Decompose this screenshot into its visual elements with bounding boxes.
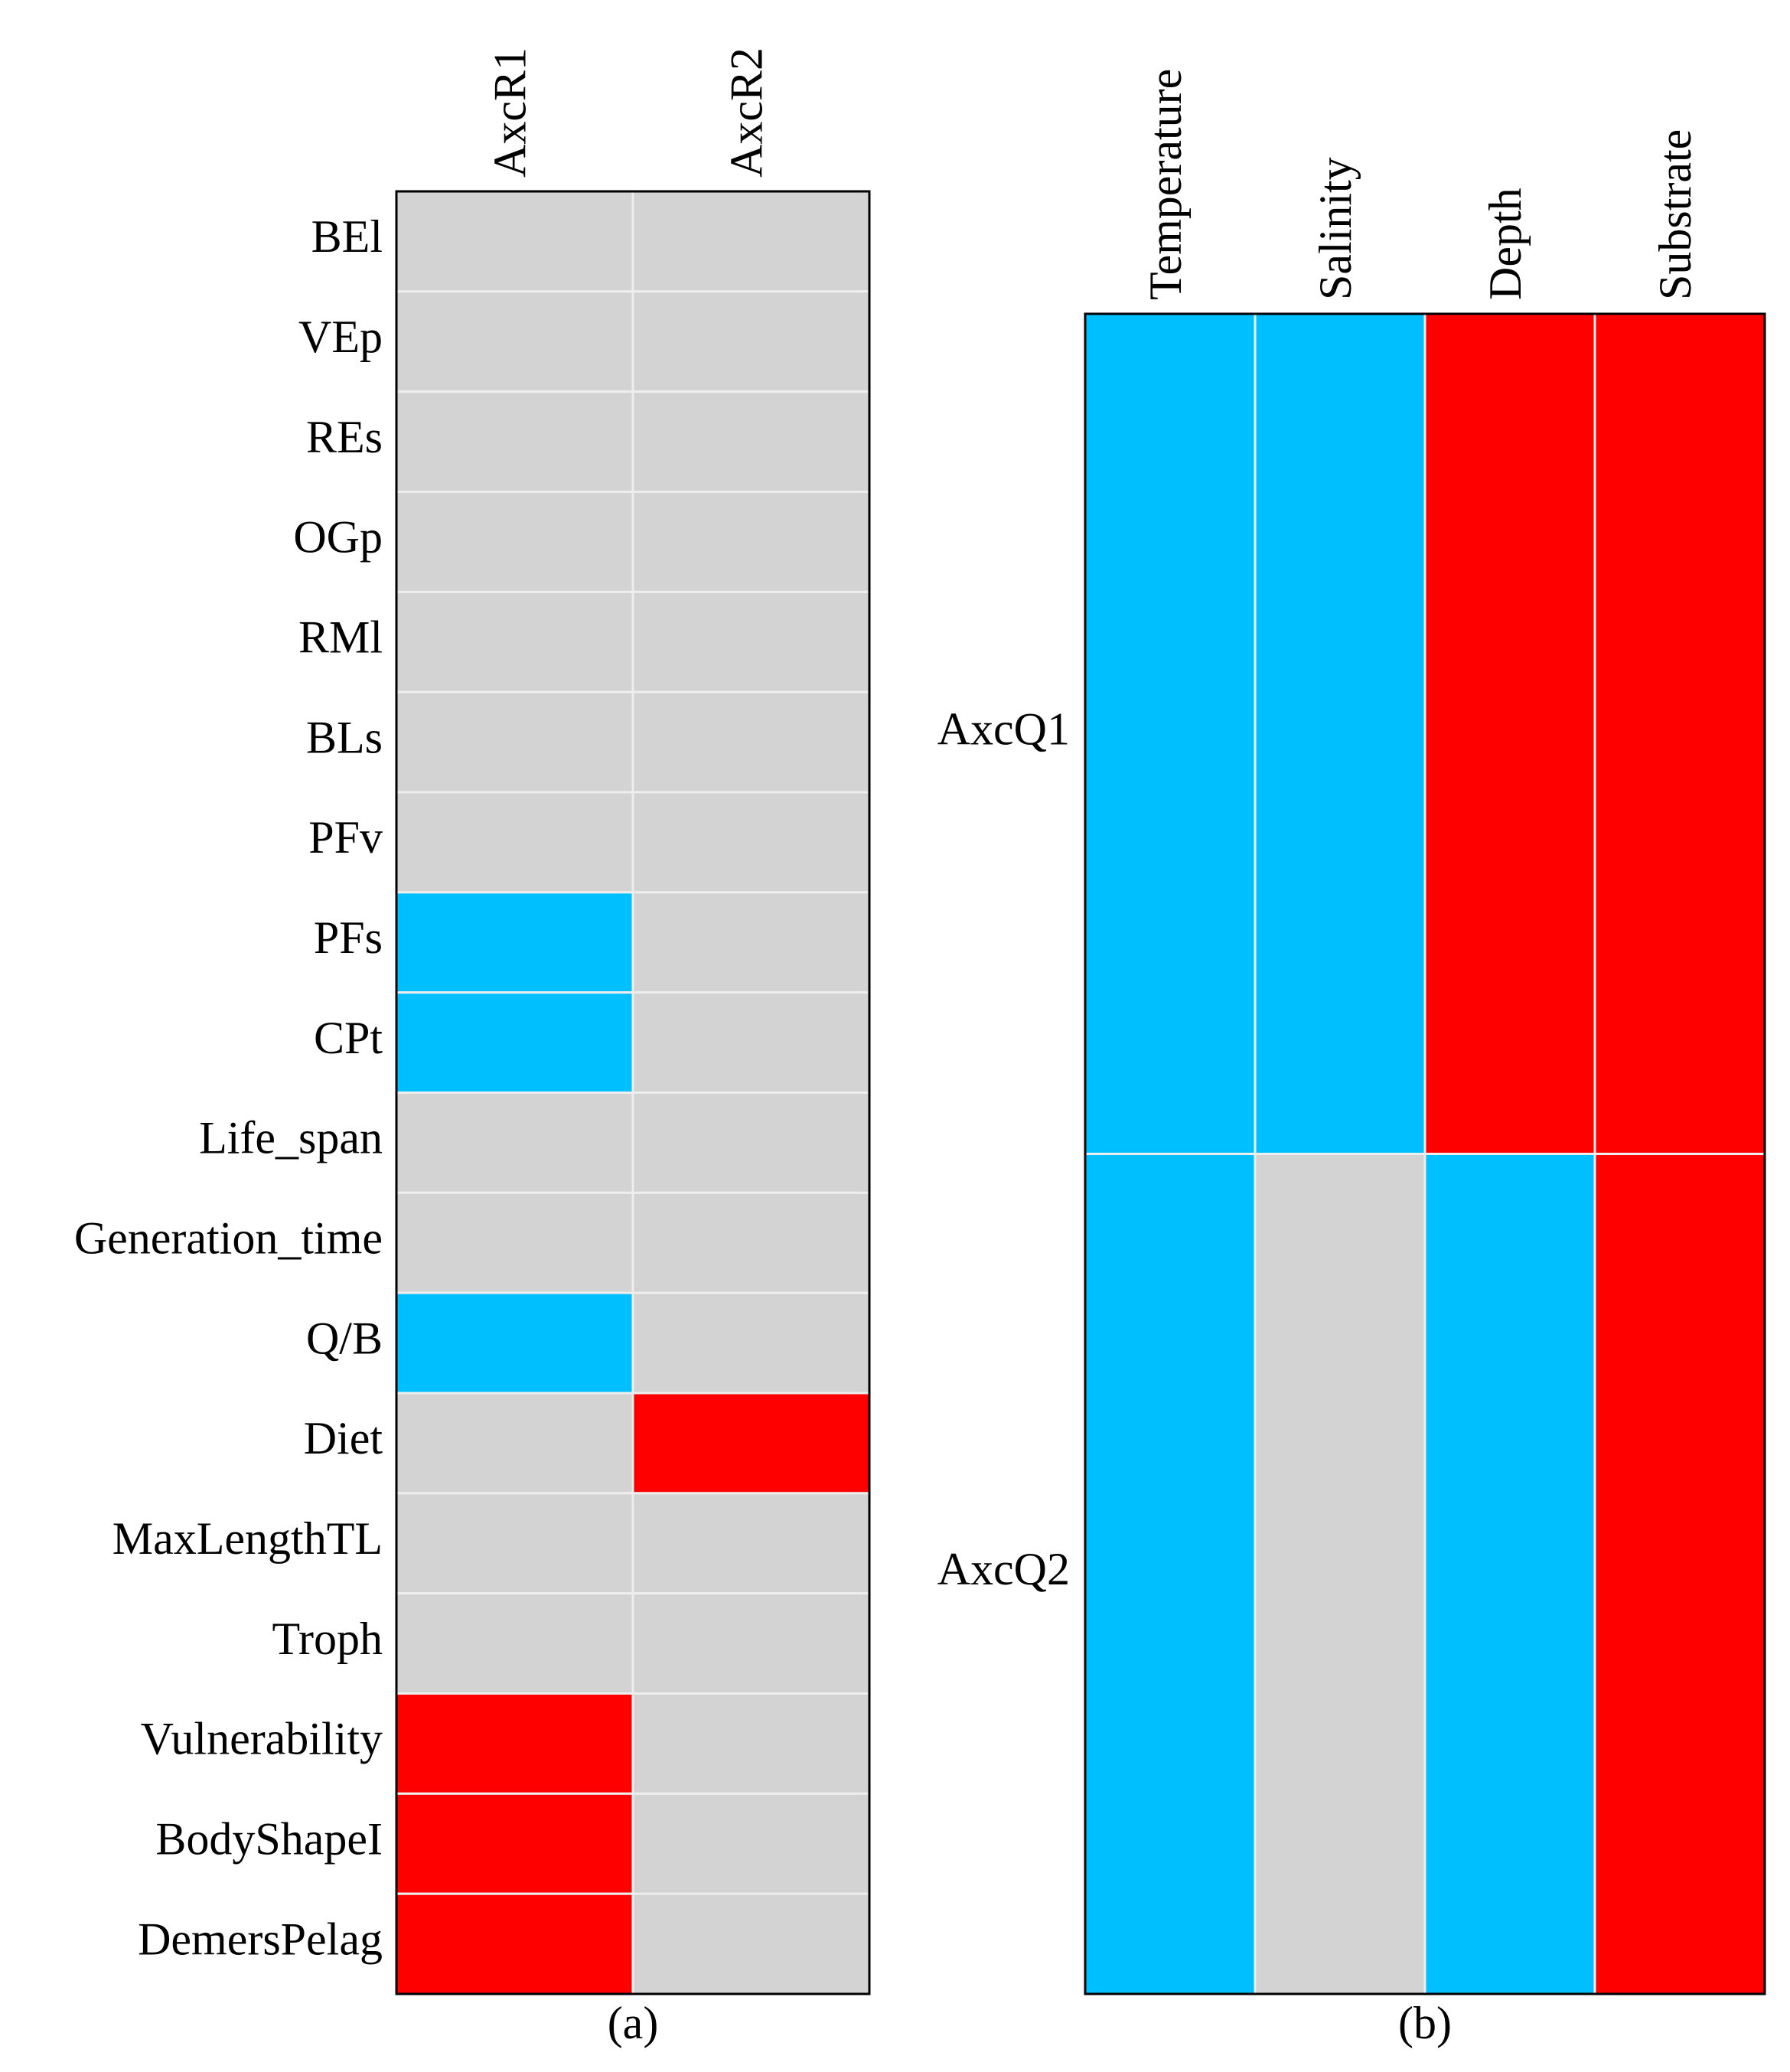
heatmap-cell-life-span-axcr2 <box>631 1091 871 1194</box>
heatmap-cell-axcq1-substrate <box>1593 312 1766 1155</box>
row-label-vep: VEp <box>298 312 383 362</box>
heatmap-cell-generation-time-axcr2 <box>631 1191 871 1294</box>
row-label-pfv: PFv <box>308 812 383 863</box>
heatmap-border <box>395 190 871 1995</box>
heatmap-cell-life-span-axcr1 <box>395 1091 634 1194</box>
heatmap-cell-demerspelag-axcr1 <box>395 1892 634 1995</box>
heatmap-cell-axcq2-depth <box>1423 1153 1596 1995</box>
heatmap-cell-axcq1-temperature <box>1084 312 1257 1155</box>
row-label-maxlengthtl: MaxLengthTL <box>112 1513 383 1564</box>
heatmap-cell-pfs-axcr2 <box>631 891 871 994</box>
heatmap-cell-q-b-axcr1 <box>395 1291 634 1395</box>
heatmap-cell-diet-axcr2 <box>631 1392 871 1495</box>
heatmap-cell-axcq1-salinity <box>1254 312 1426 1155</box>
heatmap-cell-generation-time-axcr1 <box>395 1191 634 1294</box>
row-label-pfs: PFs <box>314 912 383 963</box>
heatmap-cell-pfv-axcr2 <box>631 791 871 894</box>
heatmap-cell-pfs-axcr1 <box>395 891 634 994</box>
row-label-q-b: Q/B <box>306 1313 383 1363</box>
row-label-bel: BEl <box>311 211 383 262</box>
row-label-rml: RMl <box>298 612 383 663</box>
column-label-salinity: Salinity <box>1310 157 1361 300</box>
row-label-generation-time: Generation_time <box>74 1213 383 1264</box>
heatmap-cell-bel-axcr2 <box>631 190 871 293</box>
row-label-demerspelag: DemersPelag <box>138 1914 383 1964</box>
heatmap-cell-rml-axcr2 <box>631 590 871 693</box>
heatmap-cell-bel-axcr1 <box>395 190 634 293</box>
heatmap-cell-bls-axcr2 <box>631 690 871 794</box>
heatmap-cell-maxlengthtl-axcr2 <box>631 1492 871 1595</box>
row-label-bls: BLs <box>306 712 383 762</box>
heatmap-cell-vep-axcr2 <box>631 290 871 393</box>
panel-label: (a) <box>608 1998 659 2048</box>
row-label-troph: Troph <box>272 1614 383 1664</box>
heatmap-cell-diet-axcr1 <box>395 1392 634 1495</box>
heatmap-cell-axcq1-depth <box>1423 312 1596 1155</box>
row-label-bodyshapei: BodyShapeI <box>155 1814 383 1865</box>
heatmap-cell-vep-axcr1 <box>395 290 634 393</box>
heatmap-panel-a: BEl VEp REs OGp RMl BLs PFv PFs CPt Life_span Gene… <box>74 47 871 2048</box>
heatmap-cell-cpt-axcr2 <box>631 991 871 1094</box>
heatmap-cell-axcq2-temperature <box>1084 1153 1257 1995</box>
panel-label: (b) <box>1398 1998 1452 2048</box>
row-label-axcq1: AxcQ1 <box>937 704 1070 755</box>
heatmap-cell-ogp-axcr1 <box>395 491 634 593</box>
row-label-vulnerability: Vulnerability <box>141 1714 383 1764</box>
heatmap-cell-res-axcr1 <box>395 390 634 493</box>
heatmap-cell-vulnerability-axcr1 <box>395 1692 634 1795</box>
heatmap-cell-rml-axcr1 <box>395 590 634 693</box>
row-label-cpt: CPt <box>314 1013 383 1063</box>
heatmap-cell-axcq2-salinity <box>1254 1153 1426 1995</box>
heatmap-cell-axcq2-substrate <box>1593 1153 1766 1995</box>
heatmap-border <box>1084 312 1766 1995</box>
heatmap-cell-pfv-axcr1 <box>395 791 634 894</box>
heatmap-cell-q-b-axcr2 <box>631 1291 871 1395</box>
heatmap-cell-maxlengthtl-axcr1 <box>395 1492 634 1595</box>
column-label-axcr2: AxcR2 <box>721 47 771 178</box>
row-label-diet: Diet <box>304 1413 383 1463</box>
heatmap-cell-bodyshapei-axcr1 <box>395 1792 634 1895</box>
heatmap-cell-res-axcr2 <box>631 390 871 493</box>
column-label-depth: Depth <box>1480 188 1531 300</box>
heatmap-cell-troph-axcr1 <box>395 1592 634 1695</box>
column-label-substrate: Substrate <box>1650 129 1700 300</box>
heatmap-cell-cpt-axcr1 <box>395 991 634 1094</box>
heatmap-cell-bodyshapei-axcr2 <box>631 1792 871 1895</box>
heatmap-cell-ogp-axcr2 <box>631 491 871 593</box>
column-label-temperature: Temperature <box>1140 69 1191 300</box>
column-label-axcr1: AxcR1 <box>484 47 535 178</box>
row-label-life-span: Life_span <box>199 1113 383 1163</box>
row-label-axcq2: AxcQ2 <box>937 1544 1070 1594</box>
row-label-res: REs <box>306 412 383 462</box>
heatmap-cell-vulnerability-axcr2 <box>631 1692 871 1795</box>
row-label-ogp: OGp <box>293 512 383 563</box>
heatmap-cell-troph-axcr2 <box>631 1592 871 1695</box>
heatmap-cell-bls-axcr1 <box>395 690 634 794</box>
heatmap-cell-demerspelag-axcr2 <box>631 1892 871 1995</box>
heatmap-panel-b: AxcQ1 AxcQ2 Temperature Salinity Depth Substr… <box>937 69 1766 2048</box>
